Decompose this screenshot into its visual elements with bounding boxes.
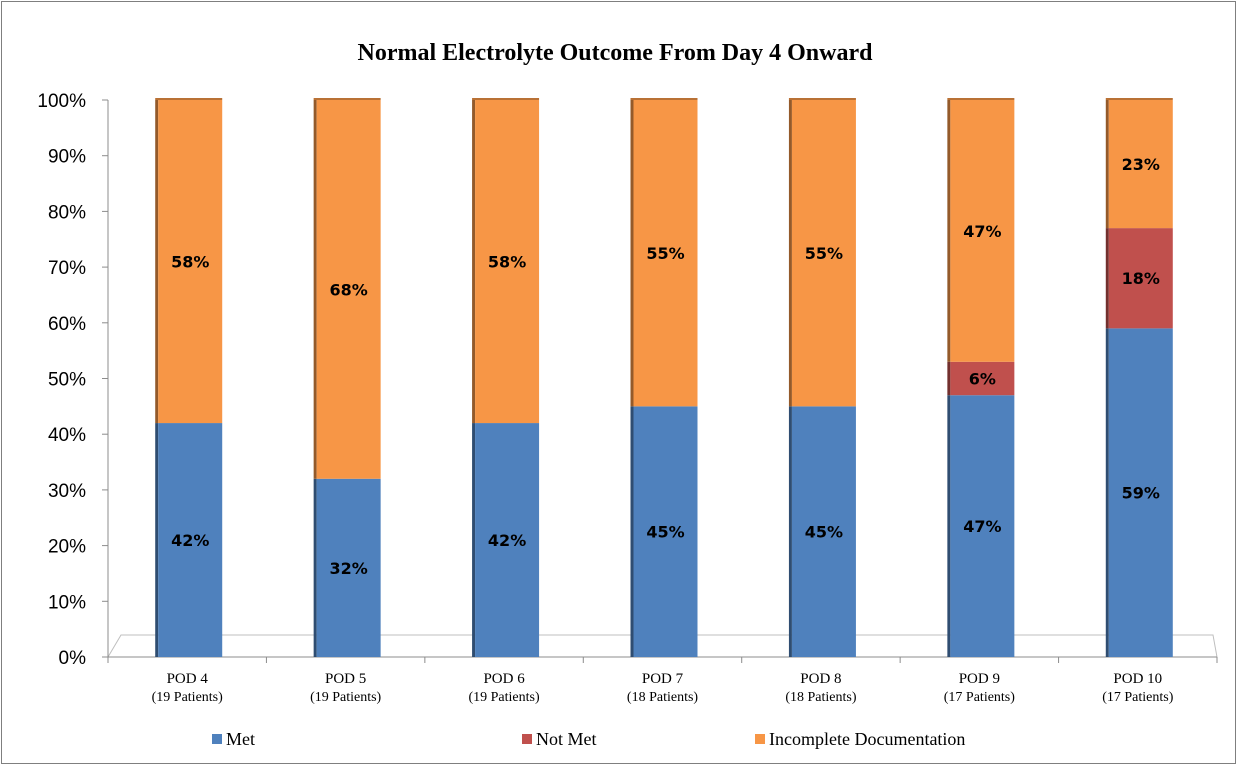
x-tick-label: POD 6 [483, 671, 525, 687]
bar-met [316, 478, 381, 657]
y-tick-label: 90% [48, 147, 86, 168]
x-tick-sublabel: (18 Patients) [785, 690, 856, 705]
x-tick-label: POD 5 [325, 671, 366, 687]
x-tick-sublabel: (18 Patients) [627, 690, 698, 705]
bar-top-cap [472, 98, 540, 100]
data-label: 55% [646, 244, 684, 263]
bar-top-cap [630, 98, 698, 100]
data-label: 6% [969, 370, 996, 389]
x-tick-label: POD 8 [800, 671, 841, 687]
bar-side-incomplete-documentation [788, 100, 792, 407]
bar-side-met [947, 395, 951, 657]
data-label: 47% [963, 222, 1001, 241]
bar-not-met [1108, 228, 1173, 329]
bar-met [633, 406, 698, 657]
x-tick-label: POD 7 [642, 671, 684, 687]
legend-entry: Not Met [536, 729, 597, 749]
legend-swatch-met [212, 734, 222, 744]
bar-met [158, 423, 223, 657]
bar-incomplete-documentation [791, 100, 856, 407]
legend-swatch-incomplete-documentation [755, 734, 765, 744]
data-label: 59% [1122, 484, 1160, 503]
chart-title: Normal Electrolyte Outcome From Day 4 On… [357, 40, 873, 66]
y-tick-label: 0% [59, 648, 87, 669]
y-tick-label: 60% [48, 314, 86, 335]
bar-side-met [788, 406, 792, 657]
bar-side-met [313, 478, 317, 657]
bar-side-incomplete-documentation [313, 100, 317, 479]
bar-met [791, 406, 856, 657]
bar-top-cap [155, 98, 223, 100]
data-label: 47% [963, 517, 1001, 536]
bar-side-met [630, 406, 634, 657]
bar-incomplete-documentation [633, 100, 698, 407]
data-label: 42% [171, 531, 209, 550]
x-tick-sublabel: (17 Patients) [1102, 690, 1173, 705]
bar-incomplete-documentation [158, 100, 223, 424]
x-tick-sublabel: (19 Patients) [468, 690, 539, 705]
data-label: 45% [646, 523, 684, 542]
legend-entry: Met [226, 729, 255, 749]
bar-side-met [155, 423, 159, 657]
bar-side-incomplete-documentation [472, 100, 476, 424]
y-tick-label: 20% [48, 537, 86, 558]
data-label: 32% [329, 559, 367, 578]
x-tick-label: POD 4 [167, 671, 209, 687]
bar-side-met [1105, 328, 1109, 657]
x-tick-sublabel: (19 Patients) [310, 690, 381, 705]
bar-side-not-met [1105, 228, 1109, 329]
bar-top-cap [313, 98, 381, 100]
y-tick-label: 40% [48, 425, 86, 446]
x-tick-sublabel: (17 Patients) [944, 690, 1015, 705]
bar-side-met [472, 423, 476, 657]
legend-entry: Incomplete Documentation [769, 729, 965, 749]
y-tick-label: 80% [48, 202, 86, 223]
bar-side-incomplete-documentation [155, 100, 159, 424]
bar-side-incomplete-documentation [630, 100, 634, 407]
data-label: 58% [171, 253, 209, 272]
data-label: 18% [1122, 269, 1160, 288]
x-tick-label: POD 10 [1113, 671, 1162, 687]
bar-incomplete-documentation [316, 100, 381, 479]
data-label: 45% [805, 523, 843, 542]
legend-swatch-not-met [522, 734, 532, 744]
bar-side-not-met [947, 361, 951, 396]
bar-incomplete-documentation [1108, 100, 1173, 229]
data-label: 58% [488, 253, 526, 272]
y-tick-label: 70% [48, 258, 86, 279]
y-tick-label: 30% [48, 481, 86, 502]
bar-incomplete-documentation [475, 100, 540, 424]
bar-not-met [950, 361, 1015, 396]
bar-top-cap [788, 98, 856, 100]
bar-top-cap [947, 98, 1015, 100]
chart-legend: Met Not Met Incomplete Documentation [212, 729, 965, 749]
bar-met [475, 423, 540, 657]
data-label: 23% [1122, 155, 1160, 174]
bars-group: 42% 58% 32% 68% 42% 58% 45% 55% 45% 55% 47% 6% 47% 59… [155, 98, 1173, 657]
data-label: 68% [329, 280, 367, 299]
x-tick-sublabel: (19 Patients) [152, 690, 223, 705]
bar-met [950, 395, 1015, 657]
data-label: 55% [805, 244, 843, 263]
bar-top-cap [1105, 98, 1173, 100]
bar-side-incomplete-documentation [1105, 100, 1109, 229]
data-label: 42% [488, 531, 526, 550]
bar-met [1108, 328, 1173, 657]
bar-side-incomplete-documentation [947, 100, 951, 362]
bar-incomplete-documentation [950, 100, 1015, 362]
y-tick-label: 100% [37, 91, 86, 112]
y-tick-label: 50% [48, 370, 86, 391]
x-tick-label: POD 9 [959, 671, 1000, 687]
y-tick-label: 10% [48, 592, 86, 613]
